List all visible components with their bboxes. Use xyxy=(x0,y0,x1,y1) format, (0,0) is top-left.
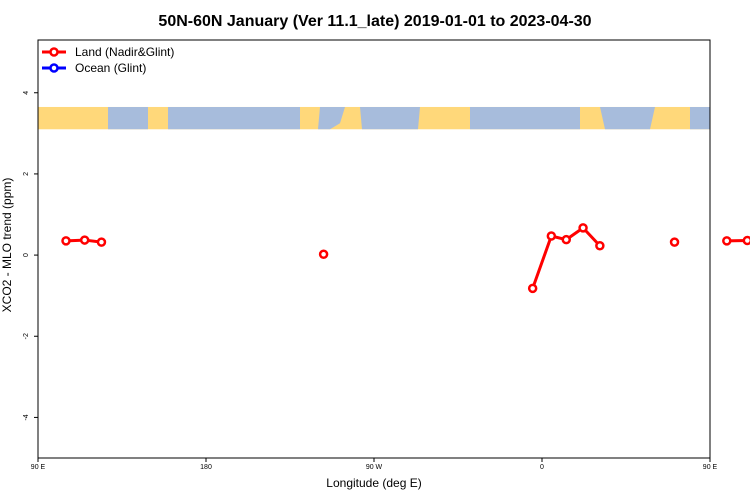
legend-label-ocean: Ocean (Glint) xyxy=(75,61,146,75)
map-ocean-region xyxy=(470,106,580,130)
map-strip xyxy=(38,106,710,130)
legend-item-ocean: Ocean (Glint) xyxy=(42,61,146,75)
data-point-land-nadir-glint xyxy=(61,236,71,246)
y-tick-label: 2 xyxy=(23,172,30,176)
y-tick-label: -2 xyxy=(23,333,30,339)
map-ocean-region xyxy=(168,106,300,130)
legend-item-land: Land (Nadir&Glint) xyxy=(42,45,174,59)
legend-marker-ocean xyxy=(49,63,59,73)
x-tick-label: 90 W xyxy=(366,464,383,471)
data-point-land-nadir-glint xyxy=(595,241,605,251)
plot-frame xyxy=(37,39,711,459)
x-tick-label: 90 E xyxy=(31,464,46,471)
x-tick-label: 90 E xyxy=(703,464,718,471)
data-point-land-nadir-glint xyxy=(527,283,538,294)
legend-label-land: Land (Nadir&Glint) xyxy=(75,45,174,59)
data-point-land-nadir-glint xyxy=(96,237,107,247)
y-tick-label: -4 xyxy=(23,414,30,420)
y-axis: -4 -2 0 2 4 xyxy=(23,91,38,421)
y-axis-label: XCO2 - MLO trend (ppm) xyxy=(0,178,14,313)
data-point-land-nadir-glint xyxy=(669,237,680,247)
data-point-land-nadir-glint xyxy=(578,223,588,233)
map-ocean-region xyxy=(360,106,420,130)
x-tick-label: 180 xyxy=(200,464,212,471)
legend-marker-land xyxy=(49,47,59,57)
x-tick-label: 0 xyxy=(540,464,544,471)
map-ocean-region xyxy=(318,106,345,130)
map-ocean-region xyxy=(600,106,655,130)
data-point-land-nadir-glint xyxy=(318,249,329,260)
x-axis: 90 E 180 90 W 0 90 E xyxy=(31,458,718,471)
data-point-land-nadir-glint xyxy=(79,235,90,245)
data-point-land-nadir-glint xyxy=(561,234,572,245)
y-tick-label: 4 xyxy=(23,91,30,95)
map-ocean-region xyxy=(690,106,710,130)
data-point-land-nadir-glint xyxy=(742,235,750,246)
x-axis-label: Longitude (deg E) xyxy=(326,476,421,490)
data-point-land-nadir-glint xyxy=(722,236,732,246)
legend: Land (Nadir&Glint) Ocean (Glint) xyxy=(42,45,174,75)
data-point-land-nadir-glint xyxy=(546,231,557,241)
series-layer xyxy=(61,223,750,294)
chart-title: 50N-60N January (Ver 11.1_late) 2019-01-… xyxy=(158,13,591,30)
y-tick-label: 0 xyxy=(23,253,30,257)
map-ocean-region xyxy=(108,106,148,130)
